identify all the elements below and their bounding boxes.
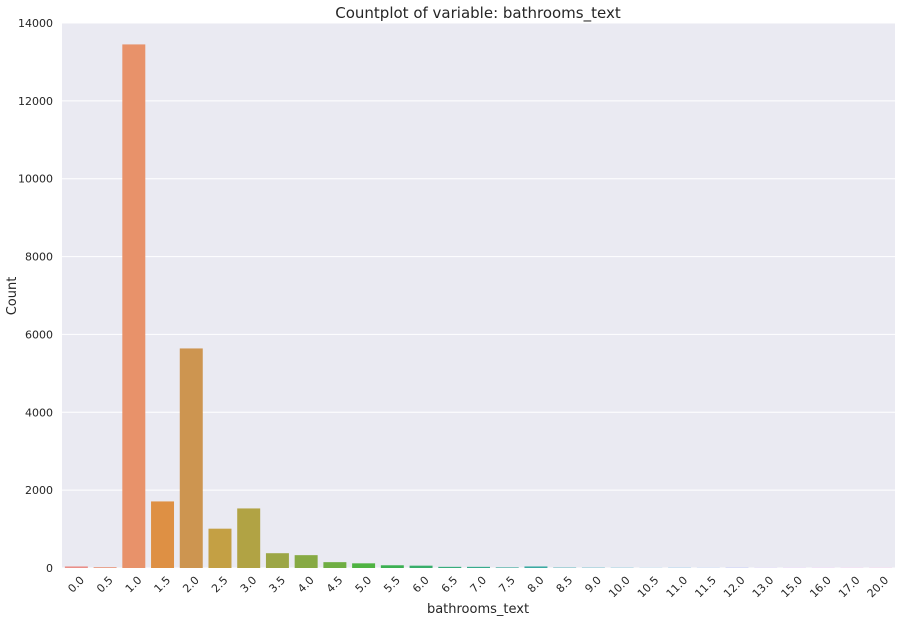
bar bbox=[294, 555, 318, 568]
x-tick-label: 11.0 bbox=[664, 574, 691, 601]
x-tick-label: 9.0 bbox=[582, 574, 604, 596]
x-tick-label: 3.0 bbox=[238, 574, 260, 596]
bar bbox=[93, 567, 117, 568]
bar bbox=[438, 566, 462, 568]
x-tick-label: 10.5 bbox=[635, 574, 662, 601]
bar bbox=[237, 508, 261, 568]
x-tick-label: 7.5 bbox=[496, 574, 518, 596]
chart-title: Countplot of variable: bathrooms_text bbox=[335, 4, 621, 23]
bar bbox=[151, 501, 175, 568]
x-tick-label: 8.5 bbox=[554, 574, 576, 596]
bar bbox=[467, 566, 490, 568]
bar bbox=[409, 565, 433, 568]
x-tick-label: 4.5 bbox=[324, 574, 346, 596]
x-tick-label: 11.5 bbox=[692, 574, 719, 601]
y-tick-label: 14000 bbox=[18, 17, 53, 30]
x-tick-label: 8.0 bbox=[525, 574, 547, 596]
bar bbox=[323, 562, 347, 568]
y-tick-label: 12000 bbox=[18, 95, 53, 108]
bar bbox=[495, 567, 519, 568]
y-tick-label: 6000 bbox=[25, 328, 53, 341]
x-tick-label: 2.0 bbox=[180, 574, 202, 596]
bar bbox=[524, 566, 548, 568]
x-tick-label: 7.0 bbox=[468, 574, 490, 596]
y-tick-label: 8000 bbox=[25, 251, 53, 264]
x-axis-label: bathrooms_text bbox=[427, 602, 529, 617]
x-tick-label: 17.0 bbox=[836, 574, 863, 601]
bar bbox=[352, 563, 376, 568]
x-tick-label: 2.5 bbox=[209, 574, 231, 596]
y-tick-label: 2000 bbox=[25, 484, 53, 497]
x-tick-label: 5.5 bbox=[381, 574, 403, 596]
x-tick-labels: 0.0 0.5 1.0 1.5 2.0 2.5 3.0 3.5 4.0 4.5 5.0 5.5 6.0 6… bbox=[65, 574, 891, 601]
x-tick-label: 4.0 bbox=[295, 574, 317, 596]
x-tick-label: 3.5 bbox=[266, 574, 288, 596]
bars bbox=[64, 44, 893, 569]
x-tick-label: 1.0 bbox=[123, 574, 145, 596]
x-tick-label: 1.5 bbox=[152, 574, 174, 596]
x-tick-label: 6.5 bbox=[439, 574, 461, 596]
bar bbox=[64, 566, 88, 568]
bar bbox=[380, 565, 404, 568]
x-tick-label: 10.0 bbox=[606, 574, 633, 601]
y-tick-label: 10000 bbox=[18, 173, 53, 186]
bar bbox=[208, 528, 232, 568]
bar bbox=[122, 44, 146, 569]
x-tick-label: 16.0 bbox=[807, 574, 834, 601]
x-tick-label: 20.0 bbox=[865, 574, 892, 601]
x-tick-label: 5.0 bbox=[353, 574, 375, 596]
x-tick-label: 15.0 bbox=[779, 574, 806, 601]
y-tick-label: 4000 bbox=[25, 406, 53, 419]
x-tick-label: 13.0 bbox=[750, 574, 777, 601]
x-tick-label: 6.0 bbox=[410, 574, 432, 596]
y-tick-labels: 0 2000 4000 6000 8000 10000 12000 14000 bbox=[18, 17, 53, 575]
bar bbox=[265, 553, 289, 568]
x-tick-label: 0.0 bbox=[65, 574, 87, 596]
y-tick-label: 0 bbox=[46, 562, 53, 575]
bar bbox=[179, 348, 203, 568]
y-axis-label: Count bbox=[5, 277, 20, 316]
x-tick-label: 0.5 bbox=[94, 574, 116, 596]
x-tick-label: 12.0 bbox=[721, 574, 748, 601]
